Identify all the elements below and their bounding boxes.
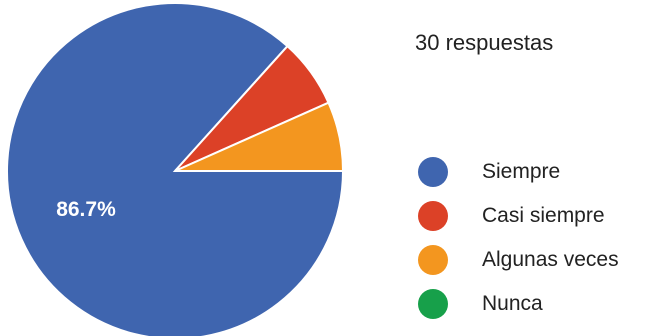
legend-swatch [418, 201, 448, 231]
legend-label: Casi siempre [482, 204, 605, 227]
legend-label: Algunas veces [482, 248, 619, 271]
legend-swatch [418, 245, 448, 275]
legend-item-siempre[interactable]: Siempre [418, 150, 619, 194]
legend-swatch [418, 289, 448, 319]
response-count: 30 respuestas [415, 30, 554, 55]
legend-swatch [418, 157, 448, 187]
legend-item-nunca[interactable]: Nunca [418, 282, 619, 326]
legend-item-algunas-veces[interactable]: Algunas veces [418, 238, 619, 282]
legend-label: Siempre [482, 160, 561, 183]
legend-item-casi-siempre[interactable]: Casi siempre [418, 194, 619, 238]
pie-slice-algunas-veces [174, 101, 345, 172]
legend: Siempre Casi siempre Algunas veces Nunca [418, 150, 619, 326]
legend-label: Nunca [482, 292, 543, 315]
slice-percent-label: 86.7% [56, 198, 116, 221]
